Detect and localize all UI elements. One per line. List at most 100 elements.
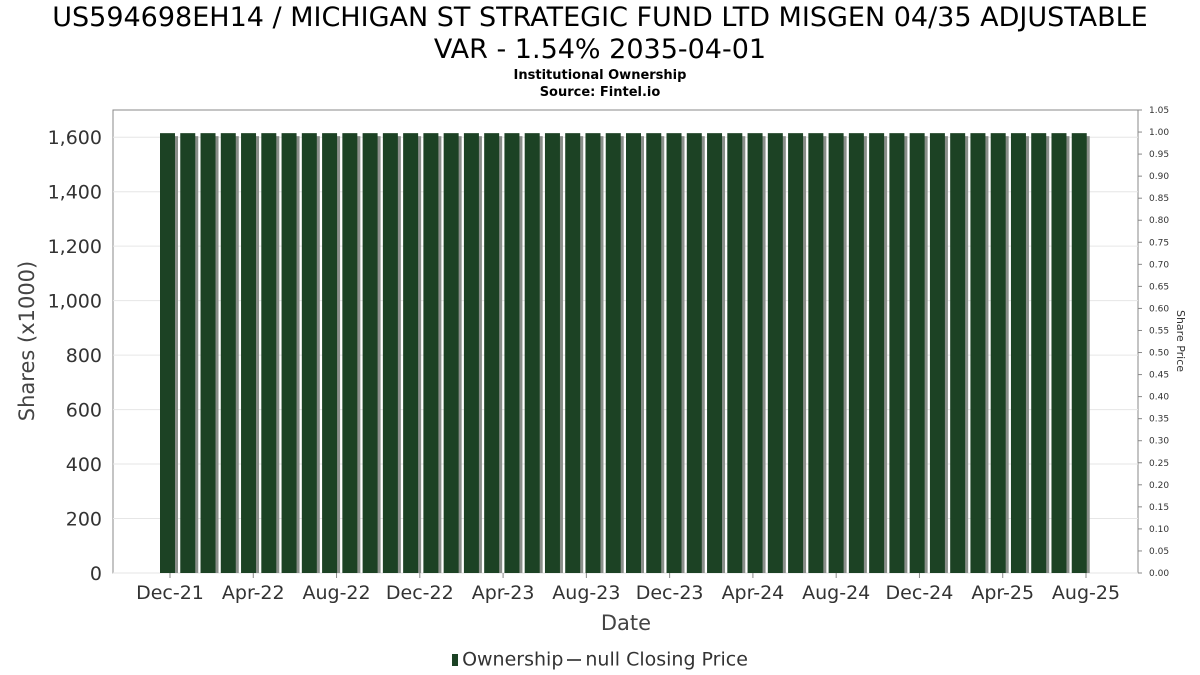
y2-tick-label: 0.10 <box>1149 525 1169 535</box>
x-tick-label: Aug-24 <box>802 582 870 604</box>
ownership-bar <box>362 133 378 573</box>
ownership-bar <box>889 133 905 573</box>
y2-tick-label: 0.60 <box>1149 304 1169 314</box>
y2-tick-label: 0.05 <box>1149 547 1169 557</box>
x-tick-label: Aug-23 <box>552 582 620 604</box>
x-tick-label: Apr-25 <box>971 582 1034 604</box>
chart-title-line-2: VAR - 1.54% 2035-04-01 <box>433 34 767 65</box>
y2-axis: 0.00 0.05 0.10 0.15 0.20 0.25 0.30 0.35 0.40 0.45… <box>1138 106 1169 579</box>
legend-ownership-label: Ownership <box>462 648 564 671</box>
y2-tick-label: 0.00 <box>1149 569 1169 579</box>
chart-title-line-1: US594698EH14 / MICHIGAN ST STRATEGIC FUN… <box>52 2 1148 33</box>
ownership-bar <box>727 133 743 573</box>
y-tick-label: 1,400 <box>48 182 102 204</box>
ownership-bar <box>180 133 196 573</box>
ownership-bar <box>261 133 277 573</box>
ownership-bar <box>626 133 641 573</box>
ownership-bar <box>990 133 1006 573</box>
x-tick-label: Dec-22 <box>386 582 454 604</box>
ownership-bar <box>848 133 864 573</box>
y-axis: 0 200 400 600 800 1,000 1,200 1,400 1,600 <box>48 127 102 585</box>
y2-tick-label: 0.95 <box>1149 150 1169 160</box>
ownership-bar <box>909 133 925 573</box>
ownership-bar <box>707 133 723 573</box>
ownership-bar <box>869 133 885 573</box>
ownership-bar <box>160 133 175 573</box>
x-axis-label: Date <box>601 611 651 635</box>
ownership-bar <box>828 133 844 573</box>
ownership-bar <box>565 133 581 573</box>
y2-tick-label: 0.85 <box>1149 194 1169 204</box>
ownership-bar <box>443 133 459 573</box>
ownership-bar <box>950 133 966 573</box>
ownership-bar <box>605 133 621 573</box>
ownership-bar <box>484 133 500 573</box>
ownership-bar <box>301 133 317 573</box>
ownership-bar <box>808 133 824 573</box>
x-tick-label: Apr-23 <box>472 582 535 604</box>
x-tick-label: Dec-24 <box>886 582 954 604</box>
ownership-bar <box>929 133 945 573</box>
ownership-bar <box>423 133 439 573</box>
x-axis: Dec-21 Apr-22 Aug-22 Dec-22 Apr-23 Aug-23 Dec-… <box>136 573 1120 604</box>
y2-tick-label: 1.05 <box>1149 106 1169 116</box>
y-tick-label: 800 <box>66 345 102 367</box>
ownership-bar <box>970 133 986 573</box>
x-tick-label: Aug-22 <box>302 582 370 604</box>
y2-tick-label: 0.30 <box>1149 437 1169 447</box>
y-tick-label: 1,200 <box>48 236 102 258</box>
ownership-bar <box>220 133 236 573</box>
bars-group <box>160 133 1090 573</box>
ownership-bar <box>646 133 662 573</box>
ownership-bar <box>666 133 682 573</box>
x-tick-label: Dec-23 <box>636 582 704 604</box>
y-tick-label: 1,000 <box>48 291 102 313</box>
ownership-bar <box>281 133 297 573</box>
x-tick-label: Aug-25 <box>1052 582 1120 604</box>
y2-tick-label: 0.55 <box>1149 326 1169 336</box>
ownership-bar <box>1010 133 1026 573</box>
y2-tick-label: 0.35 <box>1149 415 1169 425</box>
ownership-bar <box>342 133 358 573</box>
ownership-bar <box>1051 133 1067 573</box>
y-tick-label: 0 <box>90 563 102 585</box>
chart-source: Source: Fintel.io <box>539 85 661 100</box>
y2-tick-label: 0.40 <box>1149 393 1169 403</box>
ownership-bar <box>382 133 398 573</box>
y-tick-label: 400 <box>66 454 102 476</box>
ownership-legend-swatch <box>452 653 459 666</box>
y-tick-label: 1,600 <box>48 127 102 149</box>
x-tick-label: Apr-24 <box>722 582 785 604</box>
ownership-bar <box>322 133 338 573</box>
ownership-bar <box>1071 133 1087 573</box>
y2-tick-label: 0.70 <box>1149 260 1169 270</box>
x-tick-label: Dec-21 <box>136 582 204 604</box>
y2-tick-label: 0.25 <box>1149 459 1169 469</box>
chart-subtitle: Institutional Ownership <box>513 68 687 83</box>
ownership-bar <box>788 133 804 573</box>
ownership-bar <box>504 133 520 573</box>
ownership-bar <box>524 133 540 573</box>
ownership-bar <box>686 133 702 573</box>
y2-tick-label: 1.00 <box>1149 128 1169 138</box>
y-tick-label: 200 <box>66 509 102 531</box>
y2-tick-label: 0.45 <box>1149 371 1169 381</box>
y2-tick-label: 0.75 <box>1149 238 1169 248</box>
ownership-bar <box>747 133 763 573</box>
y-axis-label: Shares (x1000) <box>15 261 39 421</box>
y2-tick-label: 0.90 <box>1149 172 1169 182</box>
ownership-bar <box>767 133 783 573</box>
price-legend-swatch <box>567 658 582 661</box>
y-tick-label: 600 <box>66 400 102 422</box>
y2-tick-label: 0.65 <box>1149 282 1169 292</box>
y2-tick-label: 0.15 <box>1149 503 1169 513</box>
x-tick-label: Apr-22 <box>222 582 285 604</box>
ownership-bar <box>241 133 257 573</box>
y2-tick-label: 0.80 <box>1149 216 1169 226</box>
ownership-bar <box>544 133 560 573</box>
ownership-bar <box>403 133 419 573</box>
ownership-bar <box>200 133 216 573</box>
y2-axis-label: Share Price <box>1174 310 1187 372</box>
legend: Ownership null Closing Price <box>0 648 1200 671</box>
